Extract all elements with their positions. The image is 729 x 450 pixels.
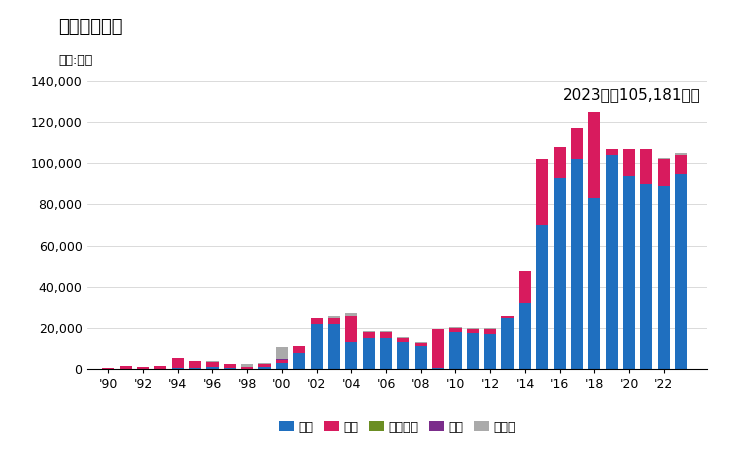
Bar [467,333,479,369]
Bar [328,316,340,318]
Bar [380,331,392,332]
Text: 輸出量の推移: 輸出量の推移 [58,18,122,36]
Bar [449,328,461,332]
Bar [571,128,583,159]
Bar [658,186,670,369]
Bar [432,329,444,368]
Bar [658,159,670,186]
Bar [224,364,236,369]
Bar [484,329,496,334]
Bar [536,225,548,369]
Bar [553,178,566,369]
Bar [536,159,548,225]
Bar [328,324,340,369]
Bar [293,346,305,352]
Bar [606,149,617,155]
Bar [380,338,392,369]
Bar [588,198,601,369]
Bar [206,367,219,369]
Bar [276,347,288,360]
Bar [675,174,687,369]
Bar [640,184,652,369]
Bar [380,332,392,338]
Bar [675,153,687,155]
Bar [415,343,426,346]
Text: 2023年：105,181トン: 2023年：105,181トン [564,87,701,102]
Bar [171,358,184,368]
Bar [623,149,635,176]
Bar [640,149,652,184]
Bar [241,364,253,367]
Bar [346,315,357,342]
Bar [553,147,566,178]
Bar [362,331,375,332]
Bar [519,303,531,369]
Bar [155,366,166,369]
Bar [311,324,323,369]
Bar [241,367,253,369]
Bar [449,332,461,369]
Bar [206,362,219,367]
Bar [276,360,288,363]
Bar [276,363,288,369]
Bar [675,155,687,174]
Bar [484,334,496,369]
Bar [346,342,357,369]
Bar [415,342,426,343]
Bar [346,314,357,315]
Bar [606,155,617,369]
Bar [137,367,149,369]
Legend: 中国, 台湾, ベトナム, タイ, その他: 中国, 台湾, ベトナム, タイ, その他 [273,415,521,439]
Bar [519,271,531,303]
Bar [293,352,305,369]
Bar [397,342,410,369]
Bar [623,176,635,369]
Bar [571,159,583,369]
Bar [502,315,514,318]
Bar [259,363,270,364]
Bar [432,368,444,369]
Bar [467,329,479,333]
Bar [502,318,514,369]
Bar [415,346,426,369]
Bar [120,366,132,369]
Bar [449,327,461,328]
Bar [588,112,601,198]
Bar [259,364,270,367]
Bar [658,158,670,159]
Bar [467,328,479,329]
Bar [397,338,410,342]
Bar [484,328,496,329]
Bar [102,368,114,369]
Bar [311,318,323,324]
Bar [362,338,375,369]
Bar [397,337,410,338]
Bar [189,361,201,369]
Bar [328,318,340,324]
Bar [362,332,375,338]
Bar [171,368,184,369]
Text: 単位:トン: 単位:トン [58,54,93,67]
Bar [259,367,270,369]
